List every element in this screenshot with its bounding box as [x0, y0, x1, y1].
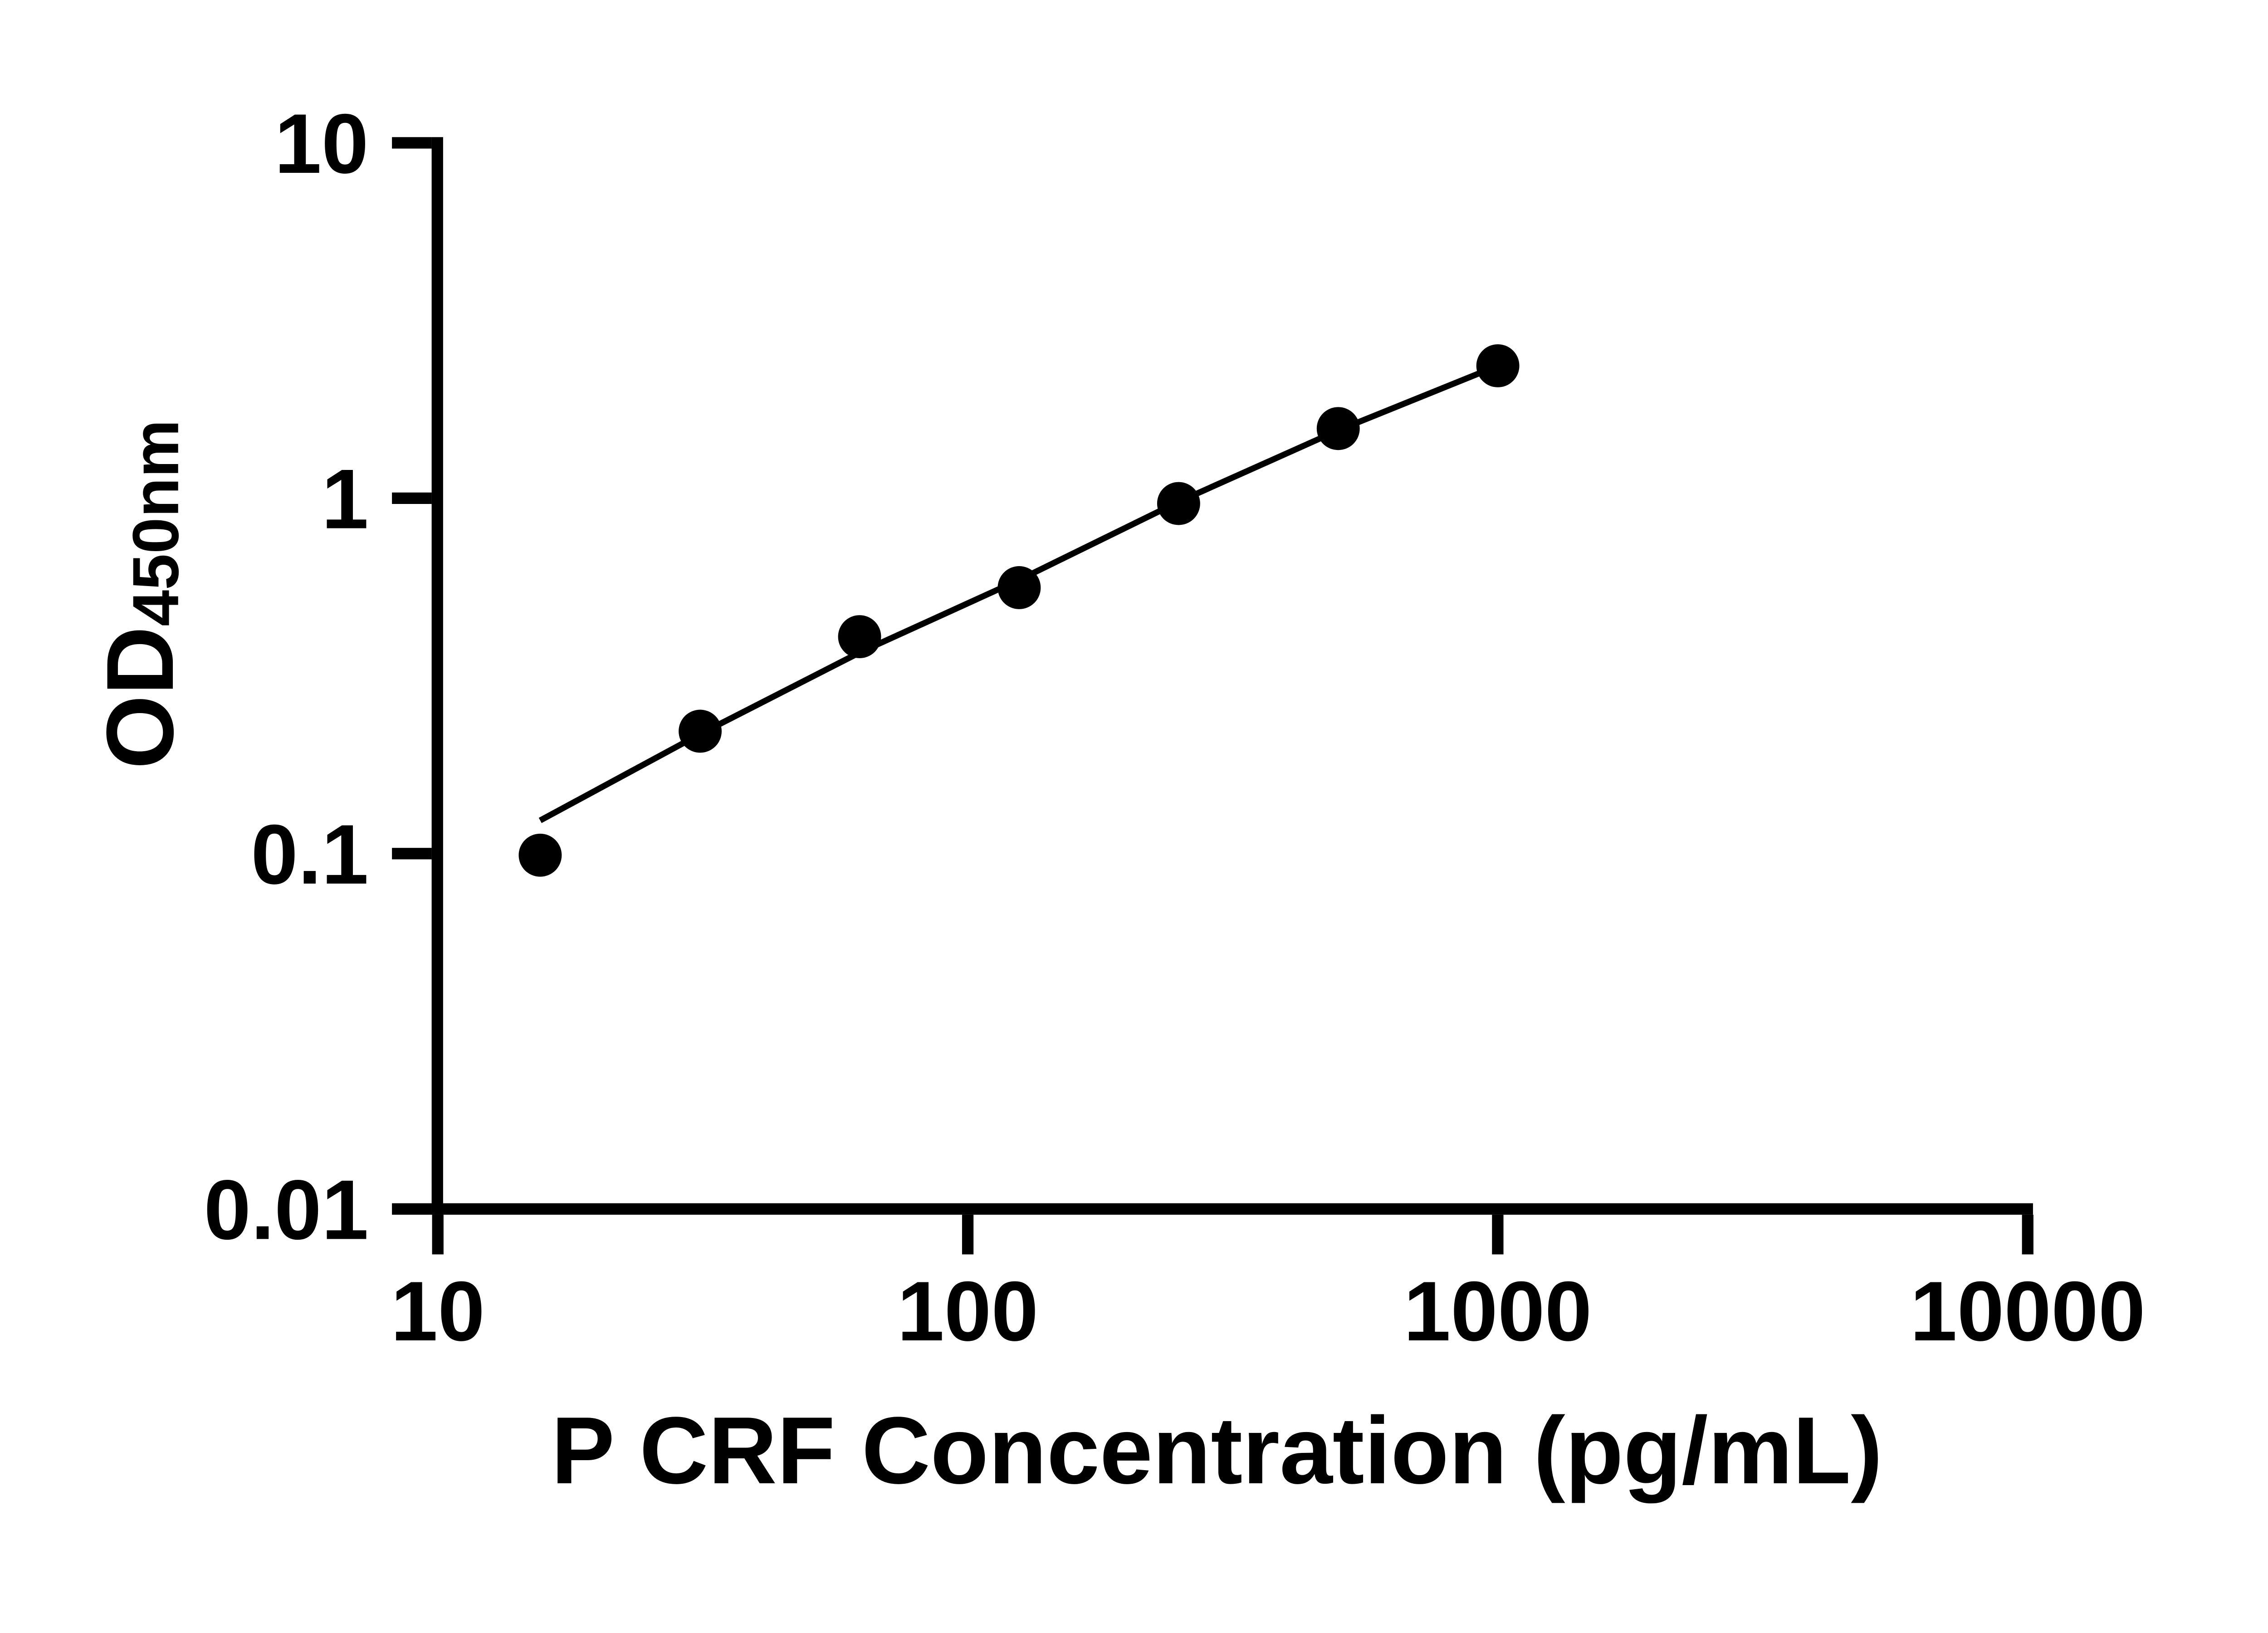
x-tick — [2022, 1214, 2033, 1255]
x-axis-line — [431, 1203, 2033, 1215]
data-point-marker — [997, 566, 1041, 609]
data-point-marker — [518, 833, 562, 877]
x-tick — [962, 1214, 974, 1255]
y-axis-ticks — [392, 137, 432, 1215]
x-tick-label: 10 — [391, 1264, 485, 1359]
data-point-marker — [1157, 482, 1200, 525]
x-tick-label: 1000 — [1403, 1264, 1592, 1359]
chart-svg: 10 1 0.1 0.01 10 100 1000 10000 P CRF Concentr… — [87, 96, 2146, 1504]
x-tick — [432, 1214, 444, 1255]
y-tick — [392, 492, 432, 504]
data-points — [518, 344, 1520, 877]
data-point-marker — [679, 709, 722, 753]
y-tick — [392, 848, 432, 860]
y-tick — [392, 137, 432, 149]
x-axis-title: P CRF Concentration (pg/mL) — [551, 1398, 1882, 1504]
y-tick-label: 1 — [322, 451, 369, 546]
x-axis-tick-labels: 10 100 1000 10000 — [391, 1264, 2145, 1359]
data-point-marker — [1476, 344, 1520, 387]
y-tick-label: 10 — [274, 96, 369, 191]
x-axis-ticks — [432, 1214, 2033, 1255]
y-axis-title-subscript: 450nm — [120, 420, 192, 626]
y-tick-label: 0.01 — [204, 1162, 368, 1257]
x-tick-label: 10000 — [1910, 1264, 2146, 1359]
y-tick — [392, 1203, 432, 1215]
data-point-marker — [838, 615, 881, 659]
data-point-marker — [1316, 407, 1360, 450]
standard-curve-figure: 10 1 0.1 0.01 10 100 1000 10000 P CRF Concentr… — [87, 96, 2146, 1504]
y-axis-title: OD450nm — [87, 420, 193, 769]
y-axis-title-main: OD — [87, 626, 193, 769]
y-axis-line — [431, 137, 443, 1215]
y-tick-label: 0.1 — [251, 807, 368, 902]
x-tick — [1492, 1214, 1504, 1255]
y-axis-tick-labels: 10 1 0.1 0.01 — [204, 96, 368, 1257]
x-tick-label: 100 — [897, 1264, 1038, 1359]
